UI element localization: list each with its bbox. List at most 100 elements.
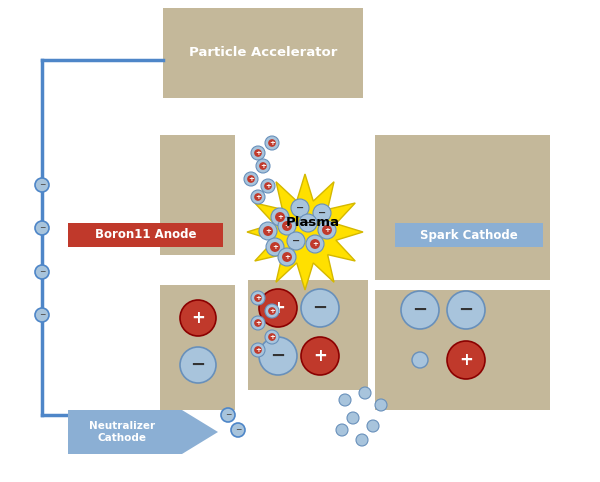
Text: −: − [39,310,45,320]
Text: +: + [255,150,261,156]
Circle shape [318,221,336,239]
Text: −: − [292,236,300,246]
Circle shape [268,307,276,315]
Circle shape [263,226,273,236]
Circle shape [347,412,359,424]
Text: −: − [39,224,45,232]
Circle shape [251,343,265,357]
Text: +: + [191,309,205,327]
Text: −: − [271,347,286,365]
Circle shape [359,387,371,399]
Text: −: − [313,299,328,317]
Circle shape [336,424,348,436]
Circle shape [247,175,255,183]
Text: +: + [269,308,275,314]
Bar [375,135,550,280]
Text: −: − [39,268,45,277]
Text: +: + [265,228,271,234]
Text: +: + [313,347,327,365]
Text: +: + [269,140,275,146]
Text: +: + [260,163,266,169]
Text: −: − [412,301,428,319]
Circle shape [261,179,275,193]
Circle shape [401,291,439,329]
Circle shape [282,252,292,262]
Circle shape [306,235,324,253]
Text: −: − [39,180,45,189]
Circle shape [180,300,216,336]
Circle shape [299,214,317,232]
Bar [375,290,550,410]
Circle shape [35,178,49,192]
Circle shape [244,172,258,186]
Circle shape [259,289,297,327]
Circle shape [268,333,276,341]
Text: Particle Accelerator: Particle Accelerator [189,46,337,59]
Text: +: + [255,347,261,353]
Text: +: + [271,299,285,317]
Text: +: + [312,241,318,247]
Circle shape [254,294,262,302]
Text: +: + [265,183,271,189]
Circle shape [412,352,428,368]
Circle shape [278,248,296,266]
Circle shape [271,208,289,226]
Text: +: + [255,320,261,326]
Circle shape [275,212,285,222]
Circle shape [264,182,272,190]
Circle shape [266,238,284,256]
Circle shape [259,162,267,170]
Circle shape [35,221,49,235]
Circle shape [447,341,485,379]
Circle shape [291,199,309,217]
Circle shape [375,399,387,411]
Circle shape [313,204,331,222]
Circle shape [270,242,280,252]
Text: −: − [318,208,326,218]
Circle shape [339,394,351,406]
Text: +: + [459,351,473,369]
Text: +: + [284,254,290,260]
Bar [68,223,223,247]
Bar [248,280,368,390]
Circle shape [265,136,279,150]
Polygon shape [68,410,218,454]
Text: +: + [248,176,254,182]
Text: −: − [225,411,231,419]
Text: −: − [296,203,304,213]
Circle shape [254,346,262,354]
Text: −: − [458,301,473,319]
Circle shape [254,193,262,201]
Circle shape [221,408,235,422]
Circle shape [268,139,276,147]
Circle shape [301,337,339,375]
Circle shape [282,221,292,231]
Text: +: + [255,295,261,301]
Circle shape [251,316,265,330]
Text: +: + [277,214,283,220]
Circle shape [251,291,265,305]
Text: +: + [269,334,275,340]
Text: Neutralizer
Cathode: Neutralizer Cathode [89,421,155,443]
Text: +: + [324,227,330,233]
Circle shape [251,190,265,204]
Circle shape [256,159,270,173]
Circle shape [356,434,368,446]
Circle shape [35,265,49,279]
Circle shape [254,319,262,327]
Bar [160,135,235,255]
Circle shape [287,232,305,250]
Text: +: + [272,244,278,250]
Circle shape [180,347,216,383]
Text: Boron11 Anode: Boron11 Anode [95,228,196,241]
Text: −: − [235,426,241,434]
Circle shape [254,149,262,157]
Bar [160,285,235,410]
Bar [395,223,543,247]
Text: +: + [284,223,290,229]
Circle shape [251,146,265,160]
Text: Spark Cathode: Spark Cathode [420,228,518,241]
Bar [163,8,363,98]
Circle shape [259,222,277,240]
Circle shape [265,304,279,318]
